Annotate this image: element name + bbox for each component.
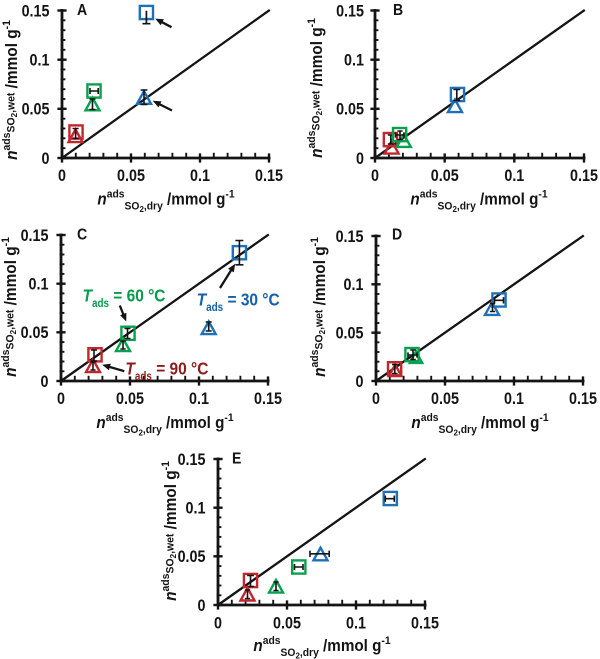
- svg-text:nadsSO2,wet /mmol g-1: nadsSO2,wet /mmol g-1: [160, 461, 180, 601]
- svg-text:0.15: 0.15: [336, 228, 364, 246]
- svg-text:nadsSO2,dry /mmol g-1: nadsSO2,dry /mmol g-1: [410, 188, 547, 214]
- svg-text:A: A: [77, 1, 87, 19]
- svg-text:0.05: 0.05: [431, 167, 459, 185]
- svg-text:0.1: 0.1: [189, 390, 209, 408]
- svg-text:0.15: 0.15: [570, 167, 598, 185]
- svg-text:nadsSO2,wet /mmol g-1: nadsSO2,wet /mmol g-1: [309, 237, 329, 377]
- svg-text:nadsSO2,wet /mmol g-1: nadsSO2,wet /mmol g-1: [306, 18, 326, 158]
- svg-text:nadsSO2,wet /mmol g-1: nadsSO2,wet /mmol g-1: [1, 20, 21, 160]
- svg-text:0.15: 0.15: [254, 390, 282, 408]
- svg-text:0.05: 0.05: [273, 615, 301, 633]
- svg-text:0.1: 0.1: [186, 500, 206, 518]
- svg-text:0.15: 0.15: [21, 227, 49, 245]
- svg-text:0.05: 0.05: [178, 548, 206, 566]
- svg-text:0: 0: [356, 150, 364, 168]
- svg-text:0: 0: [41, 373, 49, 391]
- svg-text:Tads = 60 °C: Tads = 60 °C: [83, 285, 166, 310]
- svg-text:0.05: 0.05: [117, 167, 145, 185]
- svg-text:0: 0: [198, 597, 206, 615]
- svg-text:B: B: [393, 1, 403, 19]
- svg-text:nadsSO2,dry /mmol g-1: nadsSO2,dry /mmol g-1: [411, 412, 548, 438]
- svg-text:0.05: 0.05: [116, 390, 144, 408]
- svg-text:0.05: 0.05: [336, 325, 364, 343]
- svg-text:0.15: 0.15: [569, 390, 597, 408]
- svg-text:nadsSO2,dry /mmol g-1: nadsSO2,dry /mmol g-1: [96, 412, 233, 438]
- svg-text:0.15: 0.15: [255, 167, 283, 185]
- svg-text:0: 0: [372, 390, 380, 408]
- svg-text:0: 0: [356, 373, 364, 391]
- svg-text:0: 0: [42, 150, 50, 168]
- svg-text:D: D: [392, 226, 402, 244]
- svg-text:0.05: 0.05: [336, 101, 364, 119]
- svg-text:0: 0: [57, 390, 65, 408]
- svg-text:Tads = 30 °C: Tads = 30 °C: [197, 289, 280, 314]
- svg-text:E: E: [232, 450, 241, 468]
- svg-text:0.1: 0.1: [504, 390, 524, 408]
- svg-text:0.05: 0.05: [22, 101, 50, 119]
- svg-text:0.05: 0.05: [21, 324, 49, 342]
- svg-text:0.1: 0.1: [344, 276, 364, 294]
- svg-text:0.1: 0.1: [190, 167, 210, 185]
- svg-text:0.1: 0.1: [30, 52, 50, 70]
- svg-text:nadsSO2,dry /mmol g-1: nadsSO2,dry /mmol g-1: [97, 188, 234, 214]
- svg-text:0: 0: [371, 167, 379, 185]
- svg-text:0: 0: [214, 615, 222, 633]
- svg-text:0.15: 0.15: [22, 2, 50, 20]
- svg-text:C: C: [77, 226, 87, 244]
- svg-text:0.1: 0.1: [346, 615, 366, 633]
- svg-text:0.15: 0.15: [336, 2, 364, 20]
- svg-text:0.05: 0.05: [431, 390, 459, 408]
- svg-text:nadsSO2,dry /mmol g-1: nadsSO2,dry /mmol g-1: [253, 635, 390, 659]
- svg-text:0.1: 0.1: [344, 52, 364, 70]
- svg-text:Tads = 90 °C: Tads = 90 °C: [125, 358, 208, 383]
- svg-text:0.1: 0.1: [29, 276, 49, 294]
- svg-text:0.15: 0.15: [178, 451, 206, 469]
- svg-text:0: 0: [58, 167, 66, 185]
- svg-text:0.15: 0.15: [411, 615, 439, 633]
- svg-text:nadsSO2,wet /mmol g-1: nadsSO2,wet /mmol g-1: [0, 237, 20, 377]
- svg-text:0.1: 0.1: [504, 167, 524, 185]
